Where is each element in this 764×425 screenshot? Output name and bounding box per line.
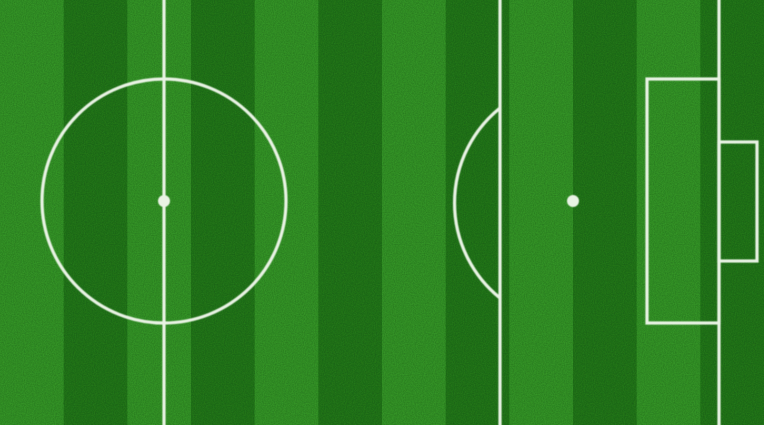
grass-stripe [318,0,383,425]
goal-box [717,140,759,263]
grass-stripe [0,0,65,425]
center-spot [158,195,170,207]
grass-stripe [573,0,638,425]
grass-stripe [382,0,447,425]
grass-stripe [127,0,192,425]
grass-stripe [191,0,256,425]
grass-stripe [63,0,128,425]
penalty-spot [567,195,579,207]
penalty-arc [452,106,502,300]
grass-stripe [700,0,764,425]
center-circle [40,77,288,325]
grass-stripe [509,0,574,425]
